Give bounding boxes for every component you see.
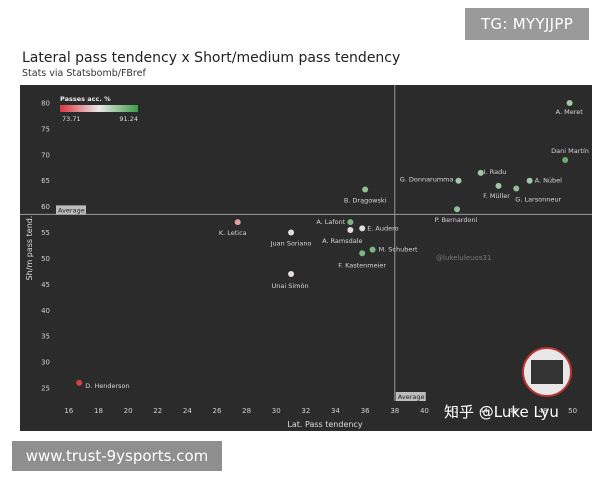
point-label: Juan Soriano — [270, 240, 312, 248]
y-tick-label: 80 — [41, 99, 50, 107]
data-point — [288, 271, 295, 278]
data-point — [362, 186, 369, 193]
x-tick-label: 30 — [272, 407, 281, 415]
x-tick-label: 40 — [420, 407, 429, 415]
x-tick-label: 20 — [124, 407, 133, 415]
point-label: A. Ramsdale — [322, 237, 362, 245]
y-average-label-bg — [56, 205, 86, 215]
data-point — [454, 206, 461, 213]
data-point — [359, 250, 366, 257]
x-tick-label: 50 — [568, 407, 577, 415]
data-point — [477, 169, 484, 176]
x-tick-label: 28 — [242, 407, 251, 415]
point-label: A. Nübel — [535, 177, 563, 185]
chart-subtitle: Stats via Statsbomb/FBref — [22, 68, 146, 79]
y-tick-label: 30 — [41, 359, 50, 367]
point-label: A. Lafont — [316, 218, 345, 226]
y-average-label: Average — [58, 206, 85, 214]
data-point — [513, 185, 520, 192]
chart-title: Lateral pass tendency x Short/medium pas… — [22, 50, 401, 66]
y-tick-label: 65 — [41, 177, 50, 185]
data-point — [359, 225, 366, 232]
logo-badge — [522, 347, 572, 397]
x-tick-label: 34 — [331, 407, 340, 415]
point-label: G. Larsonneur — [515, 195, 561, 203]
x-tick-label: 26 — [213, 407, 222, 415]
point-label: P. Bernardoni — [435, 216, 478, 224]
x-tick-label: 22 — [153, 407, 162, 415]
y-tick-label: 55 — [41, 229, 50, 237]
data-points: A. Meret Dani Martín I. Radu G. Donnarumma A… — [76, 99, 589, 390]
x-tick-label: 48 — [538, 407, 547, 415]
point-label: D. Henderson — [85, 382, 129, 390]
zhihu-watermark: 知乎 @Luke Lyu — [444, 403, 559, 421]
chart-background — [20, 85, 592, 431]
point-label: E. Audero — [367, 224, 398, 232]
data-point — [288, 229, 295, 236]
data-point — [495, 182, 502, 189]
legend-max: 91.24 — [119, 115, 138, 123]
x-average-label-bg — [395, 392, 426, 401]
data-point — [369, 246, 376, 253]
x-tick-label: 46 — [509, 407, 518, 415]
y-tick-label: 40 — [41, 307, 50, 315]
legend-color-bar — [60, 105, 138, 112]
data-point — [347, 219, 354, 226]
watermark-bottom: www.trust-9ysports.com — [12, 441, 222, 471]
x-tick-label: 36 — [361, 407, 370, 415]
point-label: Unai Simón — [272, 282, 309, 290]
scatter-chart: 16 18 20 22 24 26 28 30 32 34 36 38 40 42 44 46 48 50 25 30… — [20, 85, 592, 431]
point-label: G. Donnarumma — [400, 176, 454, 184]
legend-title: Passes acc. % — [60, 95, 111, 103]
data-point — [347, 226, 354, 233]
y-axis-label: Sh/m pass tend. — [25, 216, 34, 281]
data-point — [562, 156, 569, 163]
y-tick-label: 75 — [41, 125, 50, 133]
y-tick-label: 70 — [41, 151, 50, 159]
average-lines: Average Average — [20, 85, 592, 401]
axes: 16 18 20 22 24 26 28 30 32 34 36 38 40 42 44 46 48 50 25 30… — [41, 99, 577, 415]
point-label: A. Meret — [556, 108, 584, 116]
x-tick-label: 24 — [183, 407, 192, 415]
y-tick-label: 35 — [41, 333, 50, 341]
x-tick-label: 16 — [64, 407, 73, 415]
x-tick-label: 44 — [479, 407, 488, 415]
x-axis-label: Lat. Pass tendency — [287, 420, 362, 429]
legend-min: 73.71 — [62, 115, 81, 123]
point-label: I. Radu — [484, 168, 507, 176]
x-tick-label: 32 — [301, 407, 310, 415]
y-tick-label: 25 — [41, 385, 50, 393]
data-point — [455, 177, 462, 184]
point-label: B. Drągowski — [344, 197, 387, 205]
x-tick-label: 42 — [450, 407, 459, 415]
point-label: M. Schubert — [379, 246, 418, 254]
y-tick-label: 45 — [41, 281, 50, 289]
x-tick-label: 38 — [390, 407, 399, 415]
y-tick-label: 50 — [41, 255, 50, 263]
x-average-label: Average — [398, 393, 425, 401]
handle-annotation: @lukeluleuos31 — [436, 254, 491, 262]
watermark-top: TG: MYYJJPP — [465, 8, 589, 40]
data-point — [526, 177, 533, 184]
data-point — [234, 219, 241, 226]
color-legend: Passes acc. % 73.71 91.24 — [60, 95, 138, 123]
x-tick-label: 18 — [94, 407, 103, 415]
y-tick-label: 60 — [41, 203, 50, 211]
point-label: F. Kastenmeier — [338, 261, 386, 269]
data-point — [76, 379, 83, 386]
point-label: Dani Martín — [551, 147, 589, 155]
point-label: K. Letica — [219, 229, 247, 237]
data-point — [566, 99, 573, 106]
point-label: F. Müller — [483, 192, 510, 200]
